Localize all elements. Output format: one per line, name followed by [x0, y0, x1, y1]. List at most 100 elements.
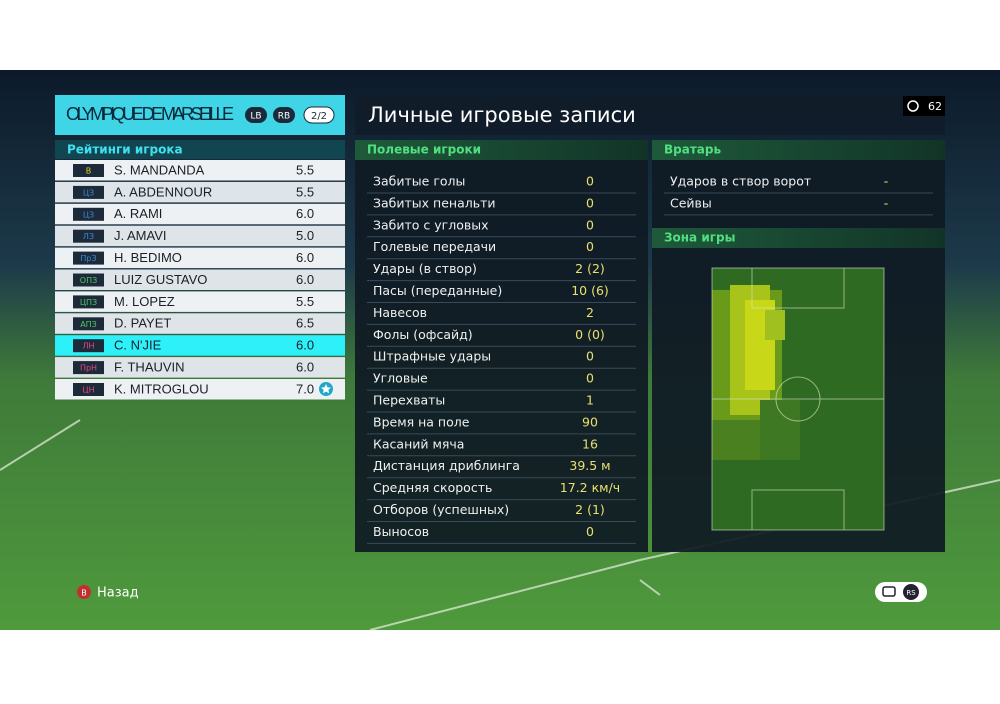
player-name: K. MITROGLOU	[114, 381, 209, 396]
player-rating: 5.5	[296, 294, 314, 309]
position-badge	[73, 317, 104, 331]
player-rating: 7.0	[296, 381, 314, 396]
page-indicator: 2/2	[311, 111, 327, 122]
stat-label: Голевые передачи	[373, 239, 496, 254]
player-rating: 6.0	[296, 360, 314, 375]
position-badge	[73, 164, 104, 177]
stat-value: 0	[586, 371, 594, 386]
player-list: В S. MANDANDA 5.5 ЦЗ A. ABDENNOUR 5.5 ЦЗ A. RAM…	[55, 160, 345, 400]
position-badge	[73, 295, 104, 309]
player-row[interactable]	[55, 269, 345, 291]
position: ОПЗ	[80, 276, 97, 285]
position-badge	[73, 361, 104, 375]
player-name: LUIZ GUSTAVO	[114, 272, 207, 287]
ratings-header	[55, 140, 345, 159]
stat-label: Время на поле	[373, 414, 470, 429]
player-name: D. PAYET	[114, 316, 171, 331]
button-label: LB	[250, 112, 261, 122]
stick-label[interactable]: RS	[906, 589, 916, 597]
back-button-icon[interactable]	[77, 585, 91, 599]
player-rating: 6.0	[296, 338, 314, 353]
player-row[interactable]	[55, 313, 345, 334]
gk-title: Вратарь	[664, 143, 721, 157]
team-header	[55, 95, 345, 135]
gk-header	[652, 140, 945, 160]
stat-value: 16	[582, 436, 598, 451]
player-row[interactable]	[55, 203, 345, 225]
player-row[interactable]	[55, 335, 345, 356]
player-rating: 5.0	[296, 228, 314, 243]
position: ЦПЗ	[80, 298, 97, 307]
stat-value: 0	[586, 195, 594, 210]
position-badge	[73, 339, 104, 353]
stick-icon[interactable]	[903, 584, 919, 600]
stat-value: 2 (1)	[575, 502, 605, 517]
position-badge	[73, 185, 104, 199]
player-name: M. LOPEZ	[114, 294, 175, 309]
clock-icon	[907, 100, 919, 112]
field-title: Полевые игроки	[367, 143, 481, 157]
player-row[interactable]	[55, 181, 345, 203]
player-rating: 6.5	[296, 316, 314, 331]
star-icon	[321, 384, 331, 394]
records-header	[355, 95, 945, 135]
back-button-key[interactable]: B	[81, 589, 87, 598]
player-rating: 5.5	[296, 184, 314, 199]
field-header	[355, 140, 648, 160]
player-row[interactable]	[55, 225, 345, 247]
player-row[interactable]	[55, 379, 345, 400]
chat-icon[interactable]	[882, 586, 896, 597]
stat-value: 39.5 м	[569, 458, 610, 473]
player-row[interactable]	[55, 247, 345, 269]
gk-stat-value: -	[884, 195, 889, 210]
stat-label: Штрафные удары	[373, 349, 491, 364]
stat-value: 0	[586, 524, 594, 539]
player-name: F. THAUVIN	[114, 360, 185, 375]
player-row[interactable]	[55, 160, 345, 181]
page-badge	[303, 106, 335, 124]
player-name: A. RAMI	[114, 206, 162, 221]
position-badge	[73, 229, 104, 243]
position-badge	[73, 273, 104, 287]
heatmap	[711, 267, 885, 531]
position-badge	[73, 207, 104, 221]
player-rating: 6.0	[296, 272, 314, 287]
stat-value: 2 (2)	[575, 261, 605, 276]
stat-label: Отборов (успешных)	[373, 502, 509, 517]
stat-value: 90	[582, 414, 598, 429]
stat-label: Удары (в створ)	[373, 261, 477, 276]
position: В	[86, 167, 92, 176]
position: АПЗ	[80, 320, 97, 329]
player-row[interactable]	[55, 291, 345, 312]
player-rating: 6.0	[296, 206, 314, 221]
stat-label: Перехваты	[373, 393, 445, 408]
back-label[interactable]: Назад	[97, 586, 139, 601]
player-name: A. ABDENNOUR	[114, 184, 212, 199]
position: ЦЗ	[83, 210, 94, 219]
ratings-title: Рейтинги игрока	[67, 143, 183, 157]
player-name: J. AMAVI	[114, 228, 167, 243]
stat-label: Забито с угловых	[373, 217, 489, 232]
player-row[interactable]	[55, 357, 345, 378]
stat-value: 0	[586, 174, 594, 189]
button-label: RB	[278, 112, 290, 122]
player-rating: 5.5	[296, 162, 314, 177]
stat-label: Выносов	[373, 524, 429, 539]
position: ПрЗ	[80, 254, 96, 263]
stat-value: 2	[586, 305, 594, 320]
player-name: H. BEDIMO	[114, 250, 182, 265]
stat-label: Касаний мяча	[373, 436, 464, 451]
field-rows: Забитые голы 0 Забитых пенальти 0 Забито с у…	[367, 174, 636, 544]
stat-label: Дистанция дриблинга	[373, 458, 520, 473]
stat-label: Забитые голы	[373, 174, 465, 189]
zone-header	[652, 228, 945, 248]
stat-value: 0	[586, 239, 594, 254]
records-title: Личные игровые записи	[368, 103, 636, 127]
stat-label: Навесов	[373, 305, 427, 320]
position-badge	[73, 251, 104, 265]
stat-label: Средняя скорость	[373, 480, 492, 495]
position: ЦЗ	[83, 188, 94, 197]
button-badge	[245, 107, 267, 123]
position-badge	[73, 383, 104, 396]
